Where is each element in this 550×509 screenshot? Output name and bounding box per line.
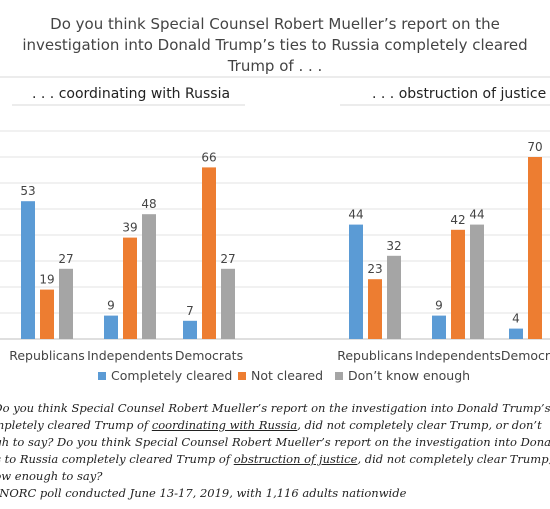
- bar: [104, 315, 118, 339]
- category-label: Independents: [87, 348, 173, 363]
- notes-underlined: obstruction of justice: [233, 452, 358, 466]
- bar: [451, 229, 465, 339]
- data-label: 23: [367, 262, 382, 276]
- notes-text: completely cleared Trump of: [0, 418, 149, 432]
- bar: [387, 255, 401, 339]
- legend-item-completely-cleared: Completely cleared: [98, 368, 232, 383]
- bar: [59, 268, 73, 339]
- category-label: Republicans: [9, 348, 85, 363]
- question-notes: s: Do you think Special Counsel Robert M…: [0, 400, 550, 485]
- notes-line: know enough to say?: [0, 469, 103, 483]
- data-label: 48: [141, 197, 156, 211]
- chart-title: Do you think Special Counsel Robert Muel…: [22, 15, 528, 75]
- bar: [221, 268, 235, 339]
- data-label: 53: [20, 184, 35, 198]
- data-label: 9: [107, 299, 115, 313]
- bar: [349, 224, 363, 339]
- data-label: 32: [386, 239, 401, 253]
- gridlines: [0, 76, 550, 340]
- data-label: 44: [348, 208, 363, 222]
- data-label: 70: [527, 140, 542, 154]
- legend-label: Completely cleared: [111, 368, 233, 383]
- category-label: Democrats: [501, 348, 550, 363]
- category-labels: Republicans Independents Democrats Republic…: [9, 348, 550, 363]
- data-label: 7: [186, 304, 194, 318]
- category-label: Independents: [415, 348, 501, 363]
- bar: [123, 237, 137, 339]
- bar: [183, 320, 197, 339]
- panel-label-obstruction: . . . obstruction of justice: [372, 86, 547, 102]
- notes-line: s: Do you think Special Counsel Robert M…: [0, 401, 550, 415]
- data-label: 27: [220, 252, 235, 266]
- notes-line: ties to Russia completely cleared Trump …: [0, 451, 550, 468]
- bar: [432, 315, 446, 339]
- notes-text: , did not completely clear Trump,: [357, 452, 550, 466]
- data-label: 27: [58, 252, 73, 266]
- legend: Completely cleared Not cleared Don’t kno…: [0, 368, 550, 388]
- notes-line: ough to say? Do you think Special Counse…: [0, 435, 550, 449]
- data-label: 39: [122, 221, 137, 235]
- legend-label: Not cleared: [251, 368, 324, 383]
- bar: [40, 289, 54, 339]
- bar: [509, 328, 523, 339]
- category-label: Republicans: [337, 348, 413, 363]
- data-label: 66: [201, 150, 216, 164]
- legend-item-dont-know: Don’t know enough: [335, 368, 470, 383]
- data-label: 42: [450, 213, 465, 227]
- bar: [368, 279, 382, 339]
- legend-swatch-not-cleared: [238, 372, 246, 380]
- legend-swatch-dont-know: [335, 372, 343, 380]
- panel-label-coordinating: . . . coordinating with Russia: [32, 86, 231, 102]
- source-note: AP-NORC poll conducted June 13-17, 2019,…: [0, 486, 407, 500]
- bars: [21, 157, 542, 339]
- legend-item-not-cleared: Not cleared: [238, 368, 323, 383]
- bar: [202, 167, 216, 339]
- legend-swatch-completely-cleared: [98, 372, 106, 380]
- notes-line: completely cleared Trump of coordinating…: [0, 417, 550, 434]
- data-label: 9: [435, 299, 443, 313]
- notes-text: ties to Russia completely cleared Trump …: [0, 452, 234, 466]
- bar: [470, 224, 484, 339]
- notes-text: , did not completely clear Trump, or don…: [297, 418, 542, 432]
- data-label: 44: [469, 208, 484, 222]
- category-label: Democrats: [175, 348, 243, 363]
- bar: [142, 214, 156, 339]
- data-label: 4: [512, 312, 520, 326]
- legend-label: Don’t know enough: [348, 368, 471, 383]
- data-label: 19: [39, 273, 54, 287]
- bar: [21, 201, 35, 339]
- bar: [528, 157, 542, 339]
- notes-underlined: coordinating with Russia: [151, 418, 298, 432]
